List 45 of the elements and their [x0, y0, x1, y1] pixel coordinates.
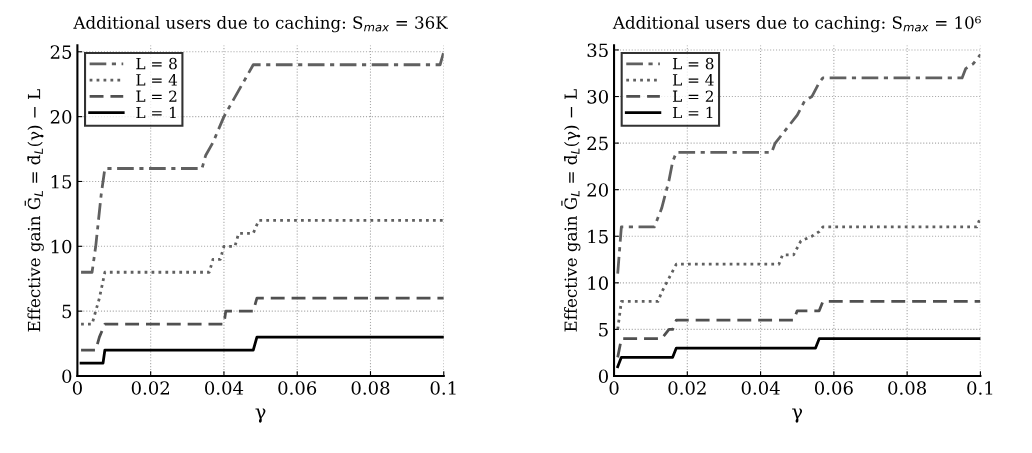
y-tick-label: 30	[587, 89, 608, 104]
x-tick-label: 0.08	[351, 381, 390, 395]
y-tick-label: 5	[599, 323, 608, 337]
y-tick-label: 25	[50, 45, 72, 59]
y-tick-label: 35	[587, 43, 608, 58]
x-tick-label: 0.1	[967, 381, 993, 395]
legend-label: L = 2	[672, 90, 713, 102]
legend-label: L = 1	[136, 106, 176, 119]
x-tick-label: 0.08	[888, 381, 927, 395]
y-tick-label: 10	[51, 239, 72, 254]
legend-label: L = 8	[136, 57, 177, 70]
y-tick-label: 20	[587, 183, 608, 197]
y-tick-label: 0	[62, 369, 72, 384]
x-tick-label: 0.04	[741, 381, 780, 395]
chart-title: Additional users due to caching: S$_{max}$ = 36K	[73, 15, 448, 33]
y-tick-label: 15	[588, 229, 608, 244]
y-axis-title: Effective gain Ḡ$_{L}$ = d̄$_{L}$(γ) − L	[24, 89, 44, 332]
x-tick-label: 0.04	[205, 381, 244, 395]
x-tick-label: 0.02	[668, 381, 706, 395]
x-tick-label: 0.02	[131, 381, 169, 395]
line-series	[616, 300, 981, 359]
legend-label: L = 4	[136, 74, 178, 86]
x-tick-label: 0.06	[278, 381, 317, 395]
y-axis-title: Effective gain Ḡ$_{L}$ = d̄$_{L}$(γ) − L	[561, 89, 581, 332]
line-series	[79, 218, 444, 326]
x-tick-label: 0	[609, 381, 619, 395]
y-tick-label: 20	[50, 110, 72, 124]
line-series	[79, 50, 444, 274]
chart-title: Additional users due to caching: S$_{max}$ = 10⁶	[612, 15, 981, 33]
x-tick-label: 0.06	[814, 381, 853, 395]
legend-label: L = 1	[672, 106, 713, 119]
y-tick-label: 5	[62, 304, 72, 319]
y-tick-label: 25	[587, 136, 608, 151]
x-axis-title: γ	[792, 408, 803, 423]
y-tick-label: 15	[51, 174, 72, 189]
legend-label: L = 8	[672, 57, 714, 70]
y-tick-label: 0	[598, 369, 608, 384]
x-tick-label: 0.1	[430, 381, 456, 395]
legend-label: L = 2	[136, 90, 177, 102]
line-series	[79, 296, 444, 352]
y-tick-label: 10	[588, 276, 608, 290]
line-series	[616, 53, 981, 275]
x-tick-label: 0	[72, 381, 82, 395]
legend-label: L = 4	[672, 74, 714, 86]
x-axis-title: γ	[255, 408, 266, 423]
